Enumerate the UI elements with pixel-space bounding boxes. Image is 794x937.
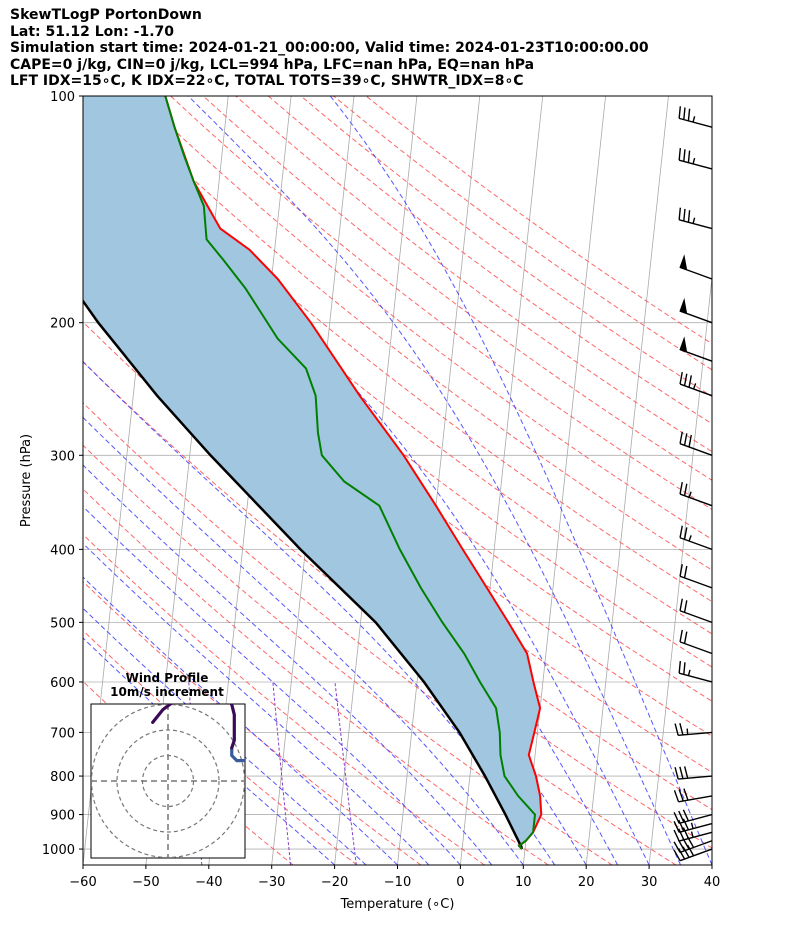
dry-adiabat: [235, 96, 712, 453]
x-tick-label: −30: [258, 875, 285, 890]
moist-adiabat: [83, 113, 650, 865]
dry-adiabat: [83, 321, 712, 811]
dry-adiabat: [170, 96, 712, 511]
chart-title: SkewTLogP PortonDown: [10, 7, 202, 23]
wind-barb: [673, 827, 713, 842]
dry-adiabat: [333, 96, 712, 371]
y-tick-label: 400: [50, 543, 75, 558]
wind-barb: [678, 207, 713, 230]
wind-barb: [679, 598, 713, 624]
hodograph-lower-trace: [230, 746, 245, 763]
wind-barb: [678, 661, 713, 683]
location-line: Lat: 51.12 Lon: -1.70: [10, 23, 175, 40]
wind-barb: [679, 371, 713, 397]
wind-barb: [673, 818, 713, 834]
dry-adiabat: [83, 444, 613, 865]
wind-barb: [679, 336, 713, 362]
wind-barb: [674, 722, 713, 737]
axes: −60 −50 −40 −30 −20 −10 0 10 20 30 40 1000 900 800 700…: [19, 90, 720, 912]
y-tick-label: 200: [50, 317, 75, 332]
y-tick-label: 900: [50, 809, 75, 824]
hodograph-area: [91, 704, 245, 858]
y-tick-label: 500: [50, 616, 75, 631]
x-tick-label: 20: [578, 875, 595, 890]
parcel-profile-line: [83, 298, 524, 850]
wind-barb: [679, 297, 713, 324]
mixing-ratio-line: [334, 681, 357, 865]
x-tick-label: 10: [515, 875, 532, 890]
indices-line-2: LFT IDX=15∘C, K IDX=22∘C, TOTAL TOTS=39∘…: [10, 73, 524, 89]
y-tick-label: 600: [50, 676, 75, 691]
dry-adiabat: [83, 580, 422, 865]
wind-barb: [679, 431, 713, 456]
isotherm-line: [648, 273, 712, 865]
hodograph-upper-trace: [151, 704, 236, 750]
moist-adiabat: [83, 505, 461, 865]
indices-line-1: CAPE=0 j/kg, CIN=0 j/kg, LCL=994 hPa, LF…: [10, 56, 535, 73]
time-line: Simulation start time: 2024-01-21_00:00:…: [10, 40, 649, 56]
wind-barb: [678, 148, 713, 170]
x-tick-label: 40: [704, 875, 721, 890]
dry-adiabat: [137, 96, 712, 541]
wind-barb: [679, 564, 713, 589]
x-tick-label: −50: [132, 875, 159, 890]
wind-barb: [679, 525, 713, 551]
x-tick-label: 30: [641, 875, 658, 890]
x-tick-label: −40: [195, 875, 222, 890]
dry-adiabat: [83, 139, 712, 635]
dry-adiabat: [83, 361, 712, 849]
wind-barb: [674, 766, 713, 780]
plot-area: [83, 96, 712, 865]
moist-adiabat: [83, 542, 430, 865]
temperature-line: [164, 96, 543, 850]
dry-adiabat: [83, 488, 549, 865]
hodograph-subtitle: 10m/s increment: [110, 685, 224, 699]
dry-adiabat: [202, 96, 712, 481]
dry-adiabat: [365, 96, 712, 345]
wind-barb: [673, 809, 713, 825]
dry-adiabat: [268, 96, 712, 425]
dry-adiabat: [83, 105, 712, 603]
y-tick-label: 700: [50, 726, 75, 741]
isotherm-line: [711, 861, 712, 865]
y-tick-label: 100: [50, 90, 75, 105]
wind-barb: [679, 254, 713, 280]
y-tick-label: 800: [50, 770, 75, 785]
cin-shading: [83, 96, 542, 850]
chart-header: SkewTLogP PortonDown Lat: 51.12 Lon: -1.…: [10, 7, 649, 90]
dry-adiabat: [105, 96, 712, 571]
y-axis-label: Pressure (hPa): [19, 434, 34, 527]
x-axis-label: Temperature (∘C): [340, 897, 455, 912]
isotherm-line: [585, 96, 669, 865]
wind-barbs: [673, 106, 713, 862]
x-tick-label: −60: [69, 875, 96, 890]
dewpoint-line: [164, 96, 537, 850]
hodograph-title: Wind Profile: [126, 671, 209, 685]
x-tick-label: 0: [456, 875, 464, 890]
moist-adiabat: [187, 96, 682, 865]
wind-barb: [679, 481, 713, 507]
moist-adiabat: [83, 416, 524, 865]
isotherm-line: [522, 96, 606, 865]
x-tick-label: −10: [384, 875, 411, 890]
x-tick-label: −20: [321, 875, 348, 890]
wind-barb: [679, 629, 713, 655]
mixing-ratio-line: [272, 681, 292, 865]
y-tick-label: 300: [50, 449, 75, 464]
moist-adiabat: [83, 464, 493, 865]
moist-adiabat: [83, 637, 335, 865]
y-tick-label: 1000: [42, 843, 75, 858]
dry-adiabat: [300, 96, 712, 398]
wind-barb: [673, 788, 713, 803]
wind-barb: [678, 106, 713, 128]
moist-adiabat: [329, 96, 712, 865]
